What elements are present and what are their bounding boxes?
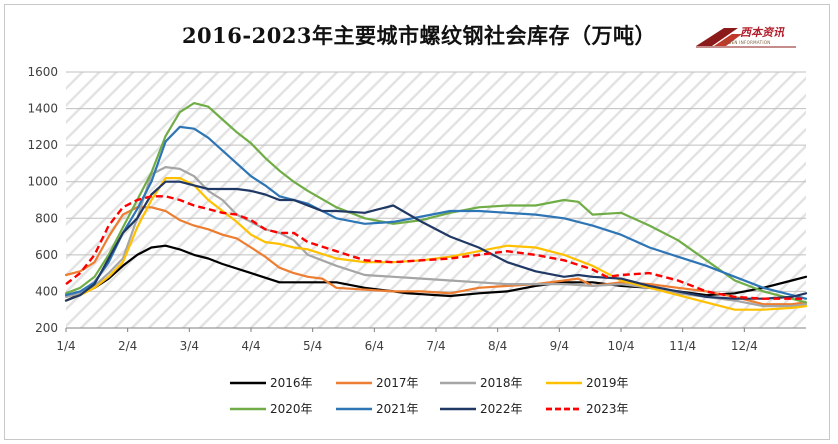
- x-tick-label: 1/4: [56, 339, 75, 353]
- y-tick-label: 200: [35, 321, 58, 335]
- x-tick-label: 11/4: [669, 339, 696, 353]
- x-tick-label: 4/4: [241, 339, 260, 353]
- x-tick-label: 12/4: [731, 339, 758, 353]
- y-tick-label: 1400: [27, 102, 58, 116]
- x-tick-label: 3/4: [180, 339, 199, 353]
- plot-area-background: [66, 72, 806, 328]
- x-tick-label: 9/4: [550, 339, 569, 353]
- series-line-2019年: [64, 177, 808, 311]
- x-tick-label: 10/4: [608, 339, 635, 353]
- y-tick-label: 400: [35, 284, 58, 298]
- series-line-2023年: [65, 195, 806, 300]
- legend-label-2022年: 2022年: [480, 402, 523, 416]
- y-tick-label: 1600: [27, 65, 58, 79]
- x-tick-label: 5/4: [303, 339, 322, 353]
- legend-label-2021年: 2021年: [376, 402, 419, 416]
- legend-label-2018年: 2018年: [480, 376, 523, 390]
- logo-subtext: XIBEN INFORMATION: [724, 40, 771, 45]
- x-tick-label: 7/4: [426, 339, 445, 353]
- y-tick-label: 600: [35, 248, 58, 262]
- y-tick-label: 1200: [27, 138, 58, 152]
- logo-name: 西本资讯: [740, 26, 784, 39]
- legend: 2016年 2017年 2018年 2019年 2020年 2021年 2022年 2023年: [230, 376, 629, 416]
- x-tick-label: 8/4: [488, 339, 507, 353]
- axes: 200 400 600 800 1000 1200 1400 1600 1/4 2/4 3/4 4/4…: [27, 65, 806, 353]
- legend-label-2023年: 2023年: [586, 402, 629, 416]
- series-line-2022年: [64, 180, 808, 302]
- x-tick-label: 2/4: [118, 339, 137, 353]
- legend-label-2016年: 2016年: [270, 376, 313, 390]
- series-lines: [64, 102, 808, 311]
- series-line-2020年: [64, 102, 808, 304]
- legend-label-2019年: 2019年: [586, 376, 629, 390]
- chart-title: 2016-2023年主要城市螺纹钢社会库存（万吨）: [181, 23, 657, 48]
- y-tick-label: 800: [35, 211, 58, 225]
- x-tick-label: 6/4: [365, 339, 384, 353]
- y-tick-label: 1000: [27, 175, 58, 189]
- logo-graphic: [696, 28, 796, 48]
- legend-label-2017年: 2017年: [376, 376, 419, 390]
- legend-label-2020年: 2020年: [270, 402, 313, 416]
